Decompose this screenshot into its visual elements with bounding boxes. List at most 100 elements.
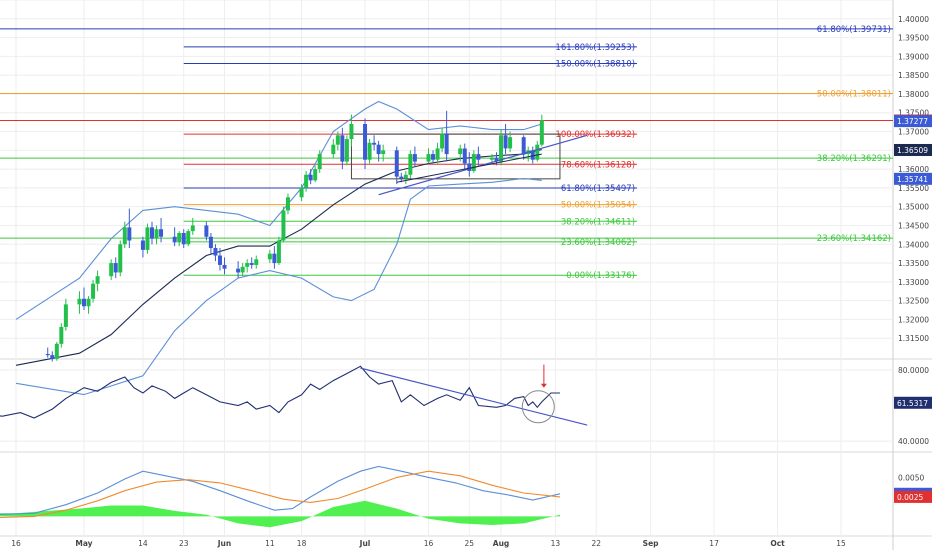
candle[interactable] [285,193,290,215]
candle[interactable] [281,206,286,243]
candle[interactable] [222,257,227,275]
candle[interactable] [204,221,209,241]
candle[interactable] [181,229,186,249]
price-tag[interactable] [894,172,932,185]
candle-body [381,150,386,155]
rsi-line [0,365,560,419]
price-axis-tick: 1.31500 [898,334,929,343]
candle[interactable] [467,152,472,177]
rsi-panel[interactable] [0,364,588,426]
right-price-axis[interactable]: 1.40000 1.39500 1.39000 1.38500 1.38000 1.375… [894,15,932,503]
candle[interactable] [344,135,349,166]
candle[interactable] [331,139,336,158]
candle[interactable] [503,124,508,155]
candle[interactable] [77,291,82,314]
candle[interactable] [240,263,245,277]
candle[interactable] [159,217,164,243]
candle[interactable] [403,170,408,185]
candle[interactable] [476,146,481,166]
candle[interactable] [299,184,304,202]
candle[interactable] [471,150,476,173]
candle[interactable] [154,225,159,245]
candle[interactable] [408,150,413,179]
candle[interactable] [508,131,513,153]
candle[interactable] [172,227,177,247]
candle[interactable] [363,118,368,170]
rsi-highlight-circle[interactable] [521,390,555,424]
candle[interactable] [308,169,313,185]
candle[interactable] [81,287,86,311]
candle[interactable] [440,127,445,153]
candle[interactable] [109,259,114,280]
candle[interactable] [381,144,386,162]
candle[interactable] [59,323,64,348]
candle[interactable] [526,146,531,162]
candle[interactable] [431,150,436,164]
candle[interactable] [249,257,254,269]
candle[interactable] [376,140,381,162]
candle[interactable] [217,248,222,271]
candle[interactable] [113,257,118,279]
fib-level-label: 161.80%(1.39253) [555,43,635,53]
candle[interactable] [462,143,467,170]
candle[interactable] [122,221,127,249]
candle[interactable] [54,341,59,361]
candle[interactable] [367,139,372,164]
candle[interactable] [535,140,540,162]
candle[interactable] [177,231,182,247]
candle[interactable] [149,221,154,245]
rsi-value-tag[interactable] [894,396,932,409]
candle[interactable] [208,232,213,254]
price-tag[interactable] [894,143,932,156]
candle[interactable] [412,146,417,168]
price-axis-tick: 1.34000 [898,240,929,249]
candle[interactable] [521,135,526,160]
candle[interactable] [236,261,241,279]
time-axis-tick: 14 [138,539,148,548]
candle[interactable] [267,249,272,264]
candle[interactable] [272,246,277,269]
candle[interactable] [276,236,281,265]
candle[interactable] [426,148,431,164]
candle[interactable] [50,351,55,362]
candle[interactable] [458,144,463,162]
candle[interactable] [304,170,309,192]
price-tag[interactable] [894,115,932,128]
time-axis[interactable]: 16 May 14 23 Jun 11 18 Jul 16 25 Aug 13 22 Sep 17 Oct 15 [11,539,846,548]
candle[interactable] [349,114,354,147]
candle[interactable] [335,131,340,151]
candle[interactable] [254,255,259,269]
candle[interactable] [394,146,399,185]
price-trendline-inner[interactable] [396,153,542,183]
price-axis-tick: 1.34500 [898,221,929,230]
candle[interactable] [118,240,123,277]
candle[interactable] [95,270,100,292]
candle[interactable] [435,142,440,164]
consolidation-box[interactable] [350,133,561,180]
macd-panel[interactable] [0,465,561,528]
candle[interactable] [63,298,68,331]
candle[interactable] [213,244,218,262]
price-trendline[interactable] [378,134,588,196]
candle[interactable] [140,236,145,258]
candle[interactable] [86,296,91,314]
candle[interactable] [444,110,449,162]
candle[interactable] [145,223,150,254]
candle[interactable] [127,208,132,249]
price-panel[interactable]: 61.80%(1.39731) 161.80%(1.39253) 150.00%(1… [0,25,893,396]
candle[interactable] [91,279,96,303]
macd-value-tag[interactable] [894,490,932,503]
rsi-trendline[interactable] [360,367,588,426]
candle[interactable] [245,259,250,273]
candle[interactable] [45,347,50,358]
candle[interactable] [530,146,535,164]
candle[interactable] [340,127,345,170]
candle[interactable] [190,217,195,235]
candle[interactable] [186,229,191,247]
candle[interactable] [313,165,318,183]
candle[interactable] [539,114,544,147]
candle[interactable] [372,135,377,151]
candle[interactable] [317,150,322,173]
candle[interactable] [399,172,404,183]
